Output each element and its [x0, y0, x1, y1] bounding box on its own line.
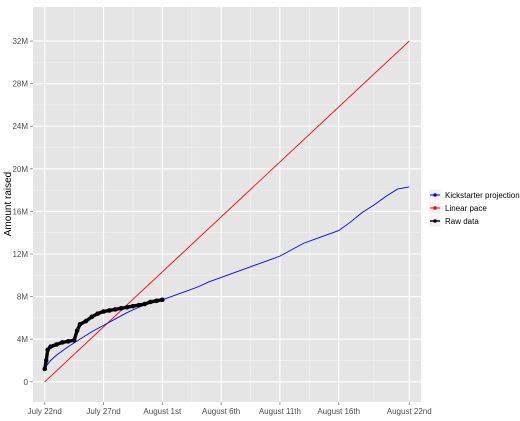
data-point — [154, 298, 159, 304]
x-tick-label: July 27nd — [86, 407, 120, 416]
y-tick-label: 16M — [12, 207, 28, 216]
y-tick-label: 20M — [12, 165, 28, 174]
data-point — [101, 309, 106, 314]
x-axis: July 22nd July 27nd August 1st August 6th Au… — [28, 402, 432, 416]
data-point — [148, 299, 153, 305]
series-line-linear-pace — [44, 40, 410, 383]
data-point — [77, 321, 83, 327]
y-tick-label: 4M — [17, 335, 28, 344]
data-point — [42, 366, 48, 372]
legend-label: Raw data — [445, 217, 479, 226]
legend-item-raw-data: Raw data — [428, 214, 479, 228]
legend-item-linear-pace: Linear pace — [428, 201, 487, 215]
series-raw-data — [42, 297, 165, 372]
data-point — [71, 337, 77, 343]
data-point — [142, 301, 147, 307]
y-axis-title: Amount raised — [3, 172, 14, 236]
data-point — [54, 342, 59, 347]
data-point — [65, 339, 71, 344]
data-point — [107, 308, 112, 313]
y-tick-label: 0 — [24, 378, 29, 387]
data-point — [113, 307, 118, 312]
legend-key-point — [433, 193, 437, 197]
x-tick-label: August 6th — [202, 407, 240, 416]
data-point — [43, 358, 49, 363]
y-tick-label: 24M — [12, 122, 28, 131]
data-point — [124, 304, 130, 310]
series-linear-pace — [44, 40, 410, 383]
data-point — [60, 340, 65, 345]
y-tick-label: 8M — [17, 293, 28, 302]
legend: Kickstarter projection Linear pace Raw dat… — [428, 188, 520, 228]
legend-label: Kickstarter projection — [445, 191, 520, 200]
data-point — [136, 302, 142, 308]
data-point — [83, 318, 89, 324]
x-tick-label: August 1st — [143, 407, 182, 416]
x-tick-label: August 22nd — [387, 407, 432, 416]
x-tick-label: August 16th — [317, 407, 360, 416]
data-point — [95, 311, 100, 316]
legend-key-point — [433, 206, 437, 210]
x-tick-label: July 22nd — [28, 407, 62, 416]
series-layer — [42, 40, 410, 383]
legend-label: Linear pace — [445, 204, 487, 213]
legend-key-point — [433, 219, 437, 223]
y-tick-label: 12M — [12, 250, 28, 259]
data-point — [130, 303, 136, 309]
data-point — [118, 306, 124, 311]
grid-major — [33, 7, 421, 402]
x-tick-label: August 11th — [259, 407, 301, 416]
data-point — [160, 297, 165, 303]
data-point — [45, 347, 50, 353]
y-tick-label: 32M — [12, 37, 28, 46]
legend-item-kickstarter-projection: Kickstarter projection — [428, 188, 520, 202]
y-axis: 0 4M 8M 12M 16M 20M 24M 28M 32M — [12, 37, 33, 387]
series-kickstarter-projection — [44, 186, 410, 369]
data-point — [48, 344, 53, 349]
series-line-kickstarter-projection — [44, 186, 410, 369]
data-point — [74, 328, 80, 333]
plot-panel — [33, 7, 421, 402]
data-point — [89, 314, 95, 320]
y-tick-label: 28M — [12, 80, 28, 89]
